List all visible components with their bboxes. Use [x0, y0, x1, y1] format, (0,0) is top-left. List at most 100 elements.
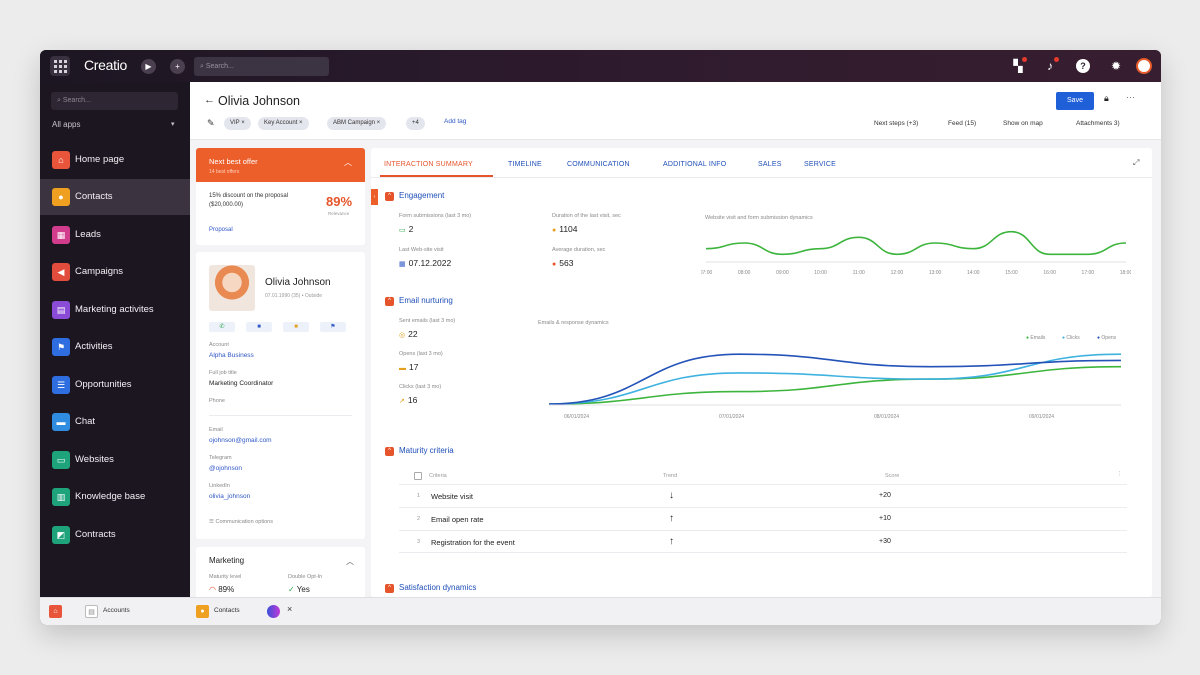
- chevron-up-icon[interactable]: ︿: [346, 557, 354, 566]
- play-icon[interactable]: ▶: [141, 59, 156, 74]
- sidebar-item-label: Websites: [75, 454, 114, 465]
- save-button[interactable]: Save: [1056, 92, 1094, 110]
- more-icon[interactable]: ···: [1126, 92, 1135, 102]
- tag-vip[interactable]: VIP ×: [224, 117, 251, 130]
- tag-abm-campaign[interactable]: ABM Campaign ×: [327, 117, 387, 130]
- metric-label: Sent emails (last 3 mo): [399, 318, 456, 324]
- sidebar-item-activities[interactable]: ⚑ Activities: [40, 329, 190, 365]
- legend-dot: ●: [1097, 335, 1102, 341]
- flag-icon[interactable]: ⚑: [320, 322, 346, 332]
- tab-interaction-summary[interactable]: INTERACTION SUMMARY: [384, 161, 473, 168]
- taskbar-accounts[interactable]: Accounts: [103, 607, 130, 614]
- phone-icon[interactable]: ✆: [209, 322, 235, 332]
- add-icon[interactable]: +: [170, 59, 185, 74]
- tab-sales[interactable]: SALES: [758, 161, 782, 168]
- contact-icon[interactable]: ●: [196, 605, 209, 618]
- sidebar-item-contracts[interactable]: ◩ Contracts: [40, 517, 190, 553]
- attachments-link[interactable]: Attachments 3): [1076, 120, 1120, 127]
- list-icon: ☰: [52, 376, 70, 394]
- feed-link[interactable]: Feed (15): [948, 120, 977, 127]
- home-icon[interactable]: ⌂: [49, 605, 62, 618]
- top-bar: Creatio ▶ + ⌕ Search... ▚ ♪ ? ✹: [40, 50, 1161, 82]
- gear-icon[interactable]: ✹: [1110, 59, 1122, 73]
- divider: [209, 415, 352, 416]
- email-link[interactable]: ojohnson@gmail.com: [209, 437, 272, 444]
- section-collapse-icon[interactable]: ^: [385, 447, 394, 456]
- app-launcher-icon[interactable]: [50, 56, 70, 76]
- apps-grid-icon[interactable]: ▚: [1013, 59, 1023, 73]
- sidebar-item-contacts[interactable]: ● Contacts: [40, 179, 190, 215]
- telegram-link[interactable]: @ojohnson: [209, 465, 242, 472]
- bottom-taskbar: ⌂ ▤ Accounts ● Contacts ×: [40, 597, 1161, 625]
- table-row[interactable]: 2 Email open rate ↑ +10: [399, 507, 1127, 530]
- metric-value: ▦ 07.12.2022: [399, 258, 452, 268]
- back-arrow-icon[interactable]: ←: [204, 94, 215, 106]
- chat-icon[interactable]: ■: [246, 322, 272, 332]
- communication-options[interactable]: ☰ Communication options: [209, 519, 273, 525]
- add-tag-link[interactable]: Add tag: [444, 118, 467, 125]
- calendar-icon: ▦: [399, 261, 406, 268]
- tab-service[interactable]: SERVICE: [804, 161, 837, 168]
- help-icon[interactable]: ?: [1076, 59, 1090, 73]
- notification-dot: [1054, 57, 1059, 62]
- metric-value: ● 1104: [552, 224, 578, 234]
- tab-additional-info[interactable]: ADDITIONAL INFO: [663, 161, 727, 168]
- sidebar-item-home[interactable]: ⌂ Home page: [40, 142, 190, 178]
- sidebar-item-campaigns[interactable]: ◀ Campaigns: [40, 254, 190, 290]
- tab-timeline[interactable]: TIMELINE: [508, 161, 542, 168]
- sidebar-item-chat[interactable]: ▬ Chat: [40, 404, 190, 440]
- chart-title: Emails & response dynamics: [538, 320, 609, 326]
- table-row[interactable]: 1 Website visit ↓ +20: [399, 484, 1127, 507]
- tag-more[interactable]: +4: [406, 117, 425, 130]
- bell-icon[interactable]: ♪: [1047, 59, 1053, 73]
- sidebar-item-websites[interactable]: ▭ Websites: [40, 442, 190, 478]
- engagement-title: Engagement: [399, 191, 445, 200]
- chevron-down-icon[interactable]: ▾: [171, 121, 175, 128]
- email-icon[interactable]: ■: [283, 322, 309, 332]
- trend-up-icon: ↑: [669, 513, 674, 524]
- metric-label: Opens (last 3 mo): [399, 351, 443, 357]
- x-tick-label: 17:00: [1082, 270, 1095, 276]
- nbo-subtitle: 14 best offers: [209, 169, 240, 175]
- show-on-map-link[interactable]: Show on map: [1003, 120, 1043, 127]
- sidebar-item-opportunities[interactable]: ☰ Opportunities: [40, 367, 190, 403]
- series-line-opens: [548, 353, 1122, 405]
- account-link[interactable]: Alpha Business: [209, 352, 254, 359]
- section-collapse-icon[interactable]: ^: [385, 192, 394, 201]
- select-all-checkbox[interactable]: [414, 472, 422, 480]
- contact-icon: ●: [52, 188, 70, 206]
- chevron-up-icon[interactable]: ︿: [344, 158, 352, 167]
- proposal-link[interactable]: Proposal: [209, 227, 233, 233]
- accounts-icon[interactable]: ▤: [85, 605, 98, 618]
- taskbar-contacts[interactable]: Contacts: [214, 607, 240, 614]
- all-apps-label[interactable]: All apps: [52, 120, 81, 129]
- section-collapse-icon[interactable]: ^: [385, 297, 394, 306]
- next-steps-link[interactable]: Next steps (+3): [874, 120, 919, 127]
- page-title: Olivia Johnson: [218, 94, 300, 108]
- sidebar-search-input[interactable]: ⌕ Search...: [51, 92, 178, 110]
- tag-key-account[interactable]: Key Account ×: [258, 117, 309, 130]
- column-trend: Trend: [663, 473, 678, 479]
- close-icon[interactable]: ×: [287, 604, 293, 614]
- global-search-input[interactable]: ⌕ Search...: [194, 57, 329, 76]
- sidebar-item-label: Contacts: [75, 191, 113, 202]
- sidebar-item-marketing-activities[interactable]: ▤ Marketing activites: [40, 292, 190, 328]
- collapse-handle[interactable]: ‹: [371, 189, 378, 205]
- column-menu-icon[interactable]: ⋮: [1117, 471, 1123, 477]
- row-number: 1: [417, 493, 421, 499]
- expand-icon[interactable]: ⤢: [1133, 158, 1140, 167]
- table-row[interactable]: 3 Registration for the event ↑ +30: [399, 530, 1127, 553]
- sidebar-item-leads[interactable]: ▦ Leads: [40, 217, 190, 253]
- user-avatar[interactable]: [1136, 58, 1152, 74]
- sidebar-item-knowledge-base[interactable]: ▥ Knowledge base: [40, 479, 190, 515]
- next-best-offer-header[interactable]: Next best offer 14 best offers ︿: [196, 148, 365, 182]
- metric-label: Form submissions (last 3 mo): [399, 213, 472, 219]
- linkedin-link[interactable]: olivia_johnson: [209, 493, 251, 500]
- lock-icon[interactable]: 🔒︎: [1104, 93, 1109, 103]
- next-best-offer-card: Next best offer 14 best offers ︿ 15% dis…: [196, 148, 365, 245]
- tab-communication[interactable]: COMMUNICATION: [567, 161, 630, 168]
- offer-text: 15% discount on the proposal ($20,000.00…: [209, 193, 289, 208]
- field-label: LinkedIn: [209, 483, 230, 489]
- assistant-icon[interactable]: [267, 605, 280, 618]
- section-collapse-icon[interactable]: ^: [385, 584, 394, 593]
